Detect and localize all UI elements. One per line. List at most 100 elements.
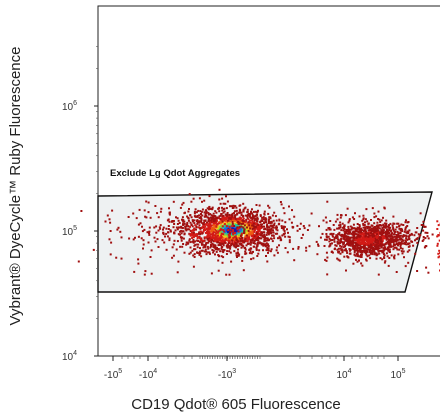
event-dot [236,226,239,229]
event-dot [339,225,342,228]
event-dot [330,251,333,253]
event-dot [368,241,371,244]
event-dot [261,234,264,237]
y-tick-label: 105 [62,225,77,238]
event-dot [218,188,221,191]
event-dot [276,246,279,249]
event-dot [144,215,147,218]
event-dot [369,236,372,239]
event-dot [195,233,198,236]
event-dot [207,219,210,222]
event-dot [233,250,236,253]
event-dot [233,234,236,237]
event-dot [346,251,349,254]
event-dot [198,253,201,256]
event-dot [354,232,357,235]
event-dot [226,212,229,214]
event-dot [338,233,341,236]
event-dot [343,255,346,258]
event-dot [204,212,207,215]
event-dot [245,244,248,247]
event-dot [352,223,355,226]
event-dot [379,240,382,243]
event-dot [253,240,256,242]
event-dot [382,251,385,254]
event-dot [191,249,194,252]
event-dot [208,240,211,243]
event-dot [330,239,332,242]
event-dot [305,249,308,252]
event-dot [233,223,236,226]
event-dot [249,243,252,246]
event-dot [257,229,260,232]
event-dot [243,220,246,223]
event-dot [396,222,399,225]
event-dot [219,218,222,220]
event-dot [220,232,223,235]
event-dot [157,216,160,219]
event-dot [360,253,363,256]
event-dot [339,241,342,244]
event-dot [268,216,271,219]
event-dot [242,226,245,229]
event-dot [263,225,265,228]
event-dot [234,235,237,238]
event-dot [238,240,241,243]
event-dot [387,241,390,244]
event-dot [296,229,299,232]
event-dot [194,224,197,227]
event-dot [77,260,80,263]
event-dot [162,226,165,229]
event-dot [251,220,254,223]
event-dot [385,230,387,233]
event-dot [233,232,236,234]
event-dot [254,238,257,241]
event-dot [400,223,403,226]
event-dot [109,230,112,232]
event-dot [145,216,148,219]
event-dot [245,214,247,217]
event-dot [176,217,179,220]
event-dot [153,236,156,239]
event-dot [253,245,256,248]
event-dot [386,237,389,239]
event-dot [408,242,411,245]
event-dot [208,252,211,255]
event-dot [214,234,217,237]
event-dot [222,251,225,254]
event-dot [359,249,362,252]
event-dot [229,228,232,231]
event-dot [375,239,377,242]
event-dot [382,247,385,250]
event-dot [354,247,357,250]
event-dot [358,224,361,226]
event-dot [164,235,166,238]
event-dot [395,235,398,238]
event-dot [259,233,262,236]
event-dot [356,245,359,247]
event-dot [259,226,262,229]
event-dot [391,224,394,227]
event-dot [237,248,239,251]
event-dot [180,232,183,235]
event-dot [266,237,269,240]
event-dot [341,226,344,229]
event-dot [254,234,257,237]
event-dot [380,231,383,234]
event-dot [240,213,243,216]
event-dot [228,240,231,242]
event-dot [233,245,236,248]
event-dot [337,238,340,241]
event-dot [190,224,193,226]
event-dot [323,245,326,247]
event-dot [355,230,358,233]
event-dot [246,215,249,218]
event-dot [344,244,347,247]
event-dot [362,245,365,248]
event-dot [206,245,209,248]
event-dot [399,243,402,246]
event-dot [391,236,394,239]
event-dot [379,231,382,234]
event-dot [235,252,238,255]
event-dot [340,235,343,238]
